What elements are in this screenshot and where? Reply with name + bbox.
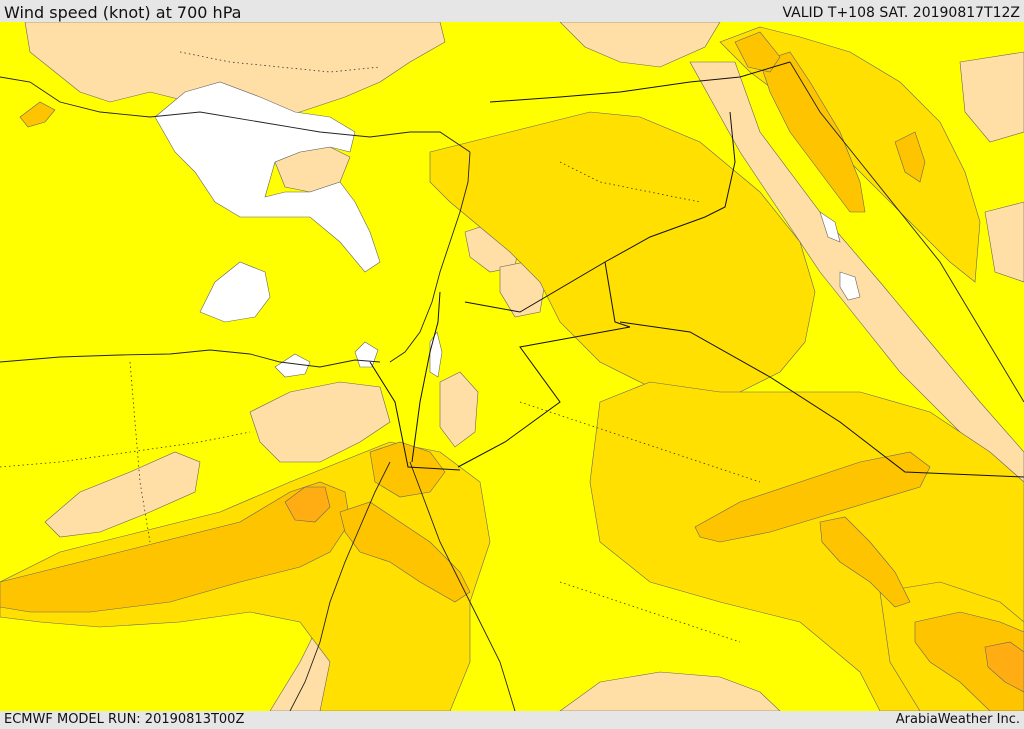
coastline-anatolia	[0, 76, 471, 153]
zone-fresh-syria-iraq	[429, 111, 816, 403]
zones-very-strong	[284, 486, 1024, 693]
zone-strong-iraq-cell	[894, 131, 926, 183]
border-iraq-saudi	[464, 111, 736, 313]
zone-light-red-corridor	[689, 61, 1024, 493]
zones-light	[24, 22, 1024, 711]
coastlines	[0, 61, 1024, 711]
boundary-saudi-1	[519, 401, 761, 483]
coastline-gulf	[789, 61, 1024, 403]
border-saudi-kuwait	[619, 321, 1024, 478]
boundary-egypt-2	[129, 361, 151, 543]
zone-strong-red-sea	[339, 501, 471, 603]
border-jordan-saudi	[457, 261, 631, 468]
zone-calm-gulf-coast	[819, 211, 841, 243]
zone-calm-aegean	[154, 81, 381, 273]
zone-light-northeast	[559, 22, 721, 68]
zone-very-strong-east	[984, 641, 1024, 693]
credit: ArabiaWeather Inc.	[895, 712, 1020, 727]
zone-light-east-edge	[959, 51, 1024, 143]
country-borders	[369, 61, 1024, 478]
border-egypt-israel	[369, 361, 461, 471]
zone-calm-libya-coast	[199, 261, 271, 323]
zone-light-egypt-west	[44, 451, 201, 538]
boundary-egypt-1	[0, 431, 251, 468]
zone-strong-southeast	[914, 611, 1024, 711]
valid-time: VALID T+108 SAT. 20190817T12Z	[782, 5, 1020, 21]
zone-calm-nile-delta	[274, 353, 311, 378]
model-run: ECMWF MODEL RUN: 20190813T00Z	[4, 712, 245, 727]
province-boundaries	[0, 51, 761, 643]
zone-strong-nile-band	[0, 481, 351, 613]
map-canvas	[0, 22, 1024, 711]
boundary-saudi-2	[559, 581, 741, 643]
coastline-red-sea-west	[289, 461, 391, 711]
map-footer: ECMWF MODEL RUN: 20190813T00Z ArabiaWeat…	[0, 711, 1024, 729]
map-header: Wind speed (knot) at 700 hPa VALID T+108…	[0, 0, 1024, 22]
zone-light-jordan	[439, 371, 479, 448]
coastline-levant	[389, 151, 471, 363]
zone-light-sinai	[249, 381, 391, 463]
zone-strong-iraq-jet	[759, 51, 866, 213]
zone-very-strong-sinai	[284, 486, 331, 523]
zone-light-arabia-south	[559, 671, 781, 711]
zone-strong-arabia-jet	[694, 451, 931, 543]
zone-strong-iraq-north-cell	[734, 31, 781, 73]
zone-calm-dead-sea	[429, 331, 443, 378]
border-jordan-israel	[411, 291, 441, 463]
map-title: Wind speed (knot) at 700 hPa	[4, 3, 242, 22]
coastline-north-africa	[0, 349, 381, 368]
zone-strong-anatolia-cell	[19, 101, 56, 128]
wind-speed-map	[0, 22, 1024, 711]
zones-strong	[0, 31, 1024, 711]
coastline-red-sea-east	[409, 461, 516, 711]
zone-strong-saudi-cell	[819, 516, 911, 608]
zones-calm	[154, 81, 861, 378]
zone-light-east-mid	[984, 201, 1024, 283]
zone-calm-gulf-island	[839, 271, 861, 301]
border-syria-iraq	[489, 61, 791, 103]
